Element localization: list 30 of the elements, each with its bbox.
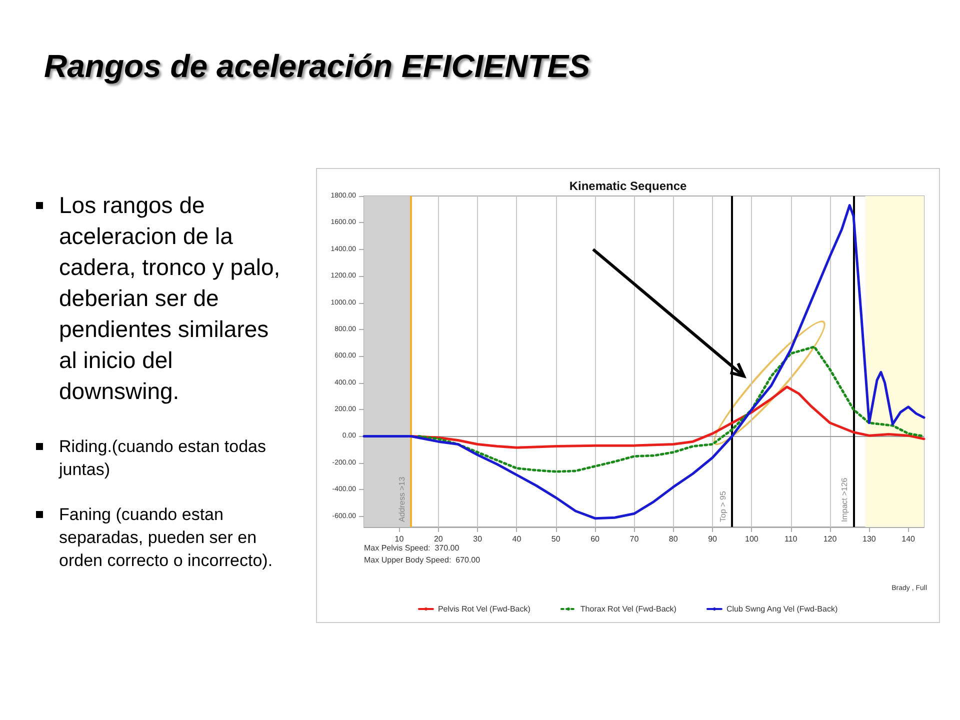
x-tick-label: 80	[668, 534, 678, 544]
x-tick-label: 90	[708, 534, 718, 544]
x-tick-label: 70	[630, 534, 640, 544]
chart-subtitle: Kinematic Sequence	[569, 179, 688, 193]
line-series	[410, 386, 926, 449]
text: Riding.(cuando estan todas juntas)	[59, 436, 267, 481]
line-series	[362, 204, 926, 520]
x-tick-label: 100	[745, 534, 759, 544]
x-tick-label: 130	[862, 534, 876, 544]
text: Max Pelvis Speed: 370.00	[364, 544, 460, 552]
x-tick-label: 10	[394, 534, 404, 544]
line-series	[418, 346, 926, 473]
x-tick-label: 20	[434, 534, 444, 544]
x-tick-label: 140	[902, 534, 916, 544]
legend-label: Thorax Rot Vel (Fwd-Back)	[580, 604, 677, 614]
chart-title: Rangos de aceleración EFICIENTES	[44, 48, 590, 85]
ref-line-label: Top > 95	[718, 490, 728, 522]
text: Faning (cuando estan separadas, pueden ser en orden correcto o incorrecto).	[59, 504, 274, 572]
ref-line-label: Address >13	[397, 476, 406, 522]
x-tick-label: 40	[512, 534, 522, 544]
text: Max Upper Body Speed: 670.00	[364, 556, 481, 564]
legend-label: Pelvis Rot Vel (Fwd-Back)	[438, 604, 531, 614]
ref-line-label: Impact >126	[840, 477, 850, 522]
legend-label: Club Swng Ang Vel (Fwd-Back)	[726, 604, 838, 614]
x-tick-label: 120	[823, 534, 838, 544]
x-tick-label: 50	[551, 534, 561, 544]
x-tick-label: 60	[590, 534, 600, 544]
x-tick-label: 110	[784, 534, 798, 544]
x-tick-label: 30	[473, 534, 483, 544]
text: Los rangos de aceleracion de la cadera, tronco y palo, deberian ser de pendientes similares al inicio del downswing.	[59, 191, 282, 406]
